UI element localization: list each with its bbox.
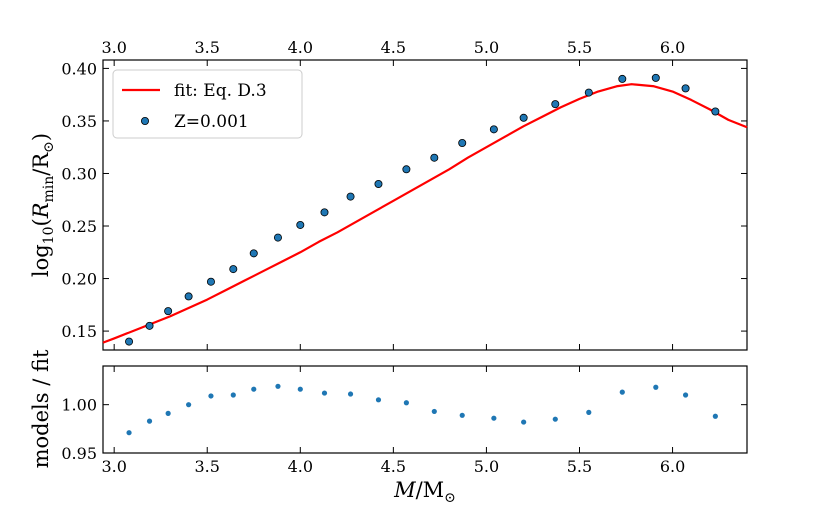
model-point — [519, 113, 528, 122]
main-top-x-tick-label: 5.5 — [567, 38, 592, 57]
model-point — [273, 233, 282, 242]
residual-point — [321, 390, 328, 396]
residual-point — [251, 386, 257, 392]
residual-point — [619, 389, 625, 395]
residual-y-tick-label: 0.95 — [61, 444, 97, 463]
model-points-layer — [125, 73, 720, 346]
model-point — [184, 292, 193, 301]
residual-point — [552, 416, 558, 422]
legend-box — [112, 69, 303, 139]
model-point — [206, 277, 215, 286]
model-point — [489, 125, 498, 134]
residual-point — [653, 384, 659, 390]
residual-panel: 3.0 3.5 4.0 4.5 5.0 5.5 6.0 0.95 1.00 models / f… — [29, 349, 748, 506]
bottom-x-tick-label: 3.5 — [195, 457, 220, 476]
legend-points-label: Z=0.001 — [174, 112, 249, 132]
residual-point — [347, 391, 354, 397]
model-point — [125, 337, 134, 346]
main-top-x-tick-label: 4.5 — [381, 38, 406, 57]
main-top-x-tick-label: 3.5 — [195, 38, 220, 57]
model-point — [711, 107, 720, 116]
main-plot-frame — [102, 59, 748, 351]
model-point — [346, 192, 355, 201]
model-point — [618, 74, 627, 83]
main-top-x-tick-label: 4.0 — [288, 38, 313, 57]
residual-point — [491, 415, 497, 421]
model-point — [584, 88, 593, 97]
bottom-x-tick-label: 3.0 — [101, 457, 126, 476]
main-top-x-tick-label: 3.0 — [101, 38, 126, 57]
main-y-tick-label: 0.25 — [61, 217, 97, 236]
main-ticks: 3.0 3.5 4.0 4.5 5.0 5.5 6.0 0.15 0.20 0.25 0.30 0.3… — [61, 38, 747, 350]
main-top-x-tick-label: 5.0 — [474, 38, 499, 57]
main-top-x-tick-label: 6.0 — [660, 38, 685, 57]
bottom-x-tick-label: 6.0 — [660, 457, 685, 476]
residual-point — [208, 393, 214, 399]
model-point — [374, 179, 383, 188]
residual-point — [375, 397, 382, 403]
main-y-tick-label: 0.30 — [61, 164, 97, 183]
residual-point — [521, 419, 527, 425]
residual-plot-frame — [102, 365, 748, 454]
model-point — [430, 153, 439, 162]
main-y-tick-label: 0.15 — [61, 322, 97, 341]
bottom-x-tick-label: 5.0 — [474, 457, 499, 476]
model-point — [296, 220, 305, 229]
residual-point — [165, 410, 171, 416]
bottom-x-tick-label: 5.5 — [567, 457, 592, 476]
model-point — [229, 265, 238, 274]
residual-point — [431, 408, 437, 415]
legend: fit: Eq. D.3 Z=0.001 — [112, 69, 303, 139]
residual-point — [586, 409, 592, 415]
model-point — [551, 100, 560, 109]
model-point — [681, 84, 690, 93]
fit-line — [102, 83, 748, 344]
model-point — [651, 73, 660, 82]
residual-point — [459, 412, 465, 418]
residual-point — [146, 418, 153, 424]
model-point — [249, 249, 258, 258]
residual-point — [275, 383, 281, 389]
model-point — [164, 307, 173, 316]
model-point — [145, 321, 154, 330]
legend-fit-label: fit: Eq. D.3 — [174, 81, 267, 101]
main-y-tick-label: 0.40 — [61, 59, 97, 78]
residual-point — [712, 413, 718, 419]
model-point — [320, 208, 329, 217]
residual-point — [230, 392, 236, 398]
residual-ticks: 3.0 3.5 4.0 4.5 5.0 5.5 6.0 0.95 1.00 — [61, 366, 747, 476]
residual-y-tick-label: 1.00 — [61, 396, 97, 415]
main-panel: 3.0 3.5 4.0 4.5 5.0 5.5 6.0 0.15 0.20 0.25 0.30 0.3… — [29, 38, 748, 351]
residual-points-layer — [126, 383, 718, 436]
model-point — [402, 165, 411, 174]
residual-point — [403, 400, 409, 406]
residual-point — [186, 402, 192, 408]
bottom-x-tick-label: 4.0 — [288, 457, 313, 476]
main-y-tick-label: 0.20 — [61, 270, 97, 289]
residual-y-axis-label: models / fit — [29, 349, 53, 468]
residual-point — [682, 392, 689, 398]
residual-point — [126, 430, 132, 436]
main-y-tick-label: 0.35 — [61, 112, 97, 131]
model-point — [458, 139, 467, 148]
fit-line-layer — [102, 83, 748, 344]
main-y-axis-label: log10(Rmin/R⊙) — [29, 133, 57, 277]
residual-point — [297, 386, 303, 392]
bottom-x-tick-label: 4.5 — [381, 457, 406, 476]
legend-points-swatch — [140, 117, 149, 126]
